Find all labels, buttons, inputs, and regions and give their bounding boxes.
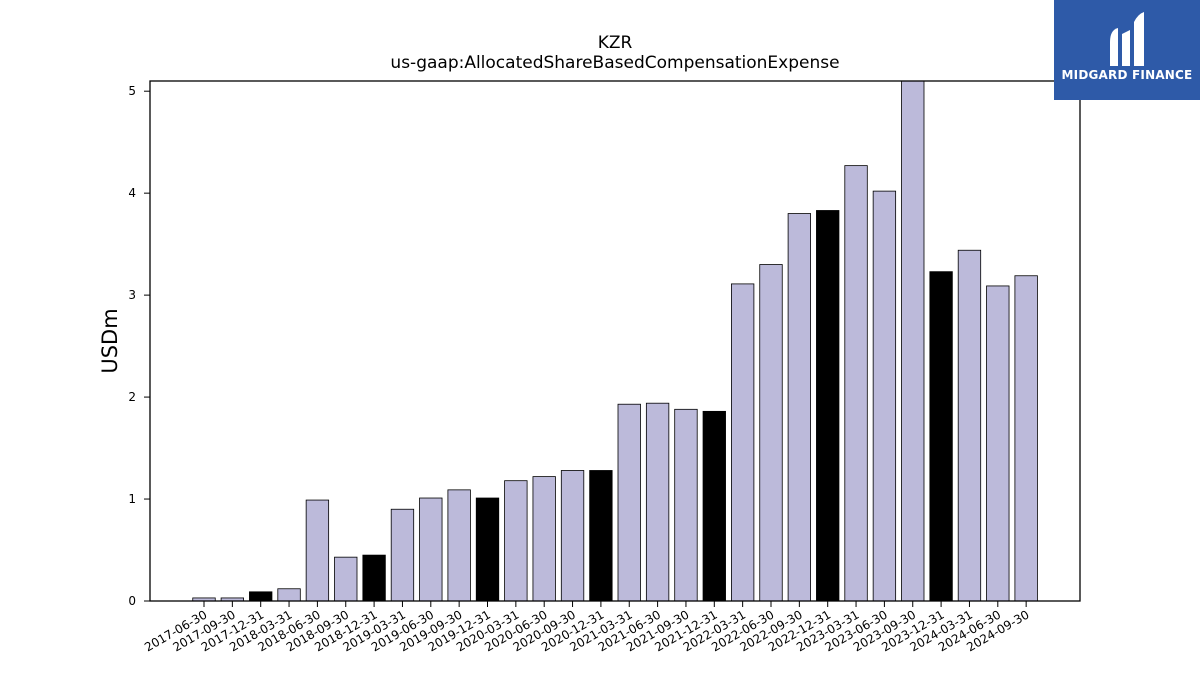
bar-2023-09-30 bbox=[901, 80, 925, 602]
bar-2019-12-31 bbox=[475, 497, 500, 602]
bars-group bbox=[192, 80, 1038, 602]
bar-2018-09-30 bbox=[334, 556, 358, 602]
y-tick-label: 5 bbox=[128, 84, 136, 98]
brand-logo: MIDGARD FINANCE bbox=[1054, 0, 1200, 100]
bar-2018-03-31 bbox=[277, 588, 301, 602]
bar-2022-12-31 bbox=[816, 210, 840, 602]
bar-2023-06-30 bbox=[872, 190, 897, 602]
y-tick-label: 4 bbox=[128, 186, 136, 200]
bar-2019-06-30 bbox=[419, 497, 443, 602]
y-tick-label: 3 bbox=[128, 288, 136, 302]
y-tick-label: 2 bbox=[128, 390, 136, 404]
bar-2017-12-31 bbox=[249, 591, 273, 602]
brand-name: MIDGARD FINANCE bbox=[1061, 68, 1193, 82]
bar-2024-09-30 bbox=[1014, 275, 1038, 602]
bar-2022-03-31 bbox=[731, 283, 755, 602]
bar-2022-06-30 bbox=[759, 264, 783, 602]
bar-2021-03-31 bbox=[617, 403, 641, 602]
bar-2018-12-31 bbox=[362, 554, 386, 602]
y-ticks-group: 0 1 2 3 4 5 bbox=[128, 84, 150, 608]
midgard-logo-icon bbox=[1110, 12, 1144, 66]
x-ticks-group: 2017-06-302017-09-302017-12-312018-03-31… bbox=[142, 601, 1032, 654]
chart-title: KZR bbox=[598, 33, 633, 53]
bar-2023-12-31 bbox=[929, 271, 953, 602]
bar-2020-12-31 bbox=[589, 470, 613, 602]
bar-2021-06-30 bbox=[645, 402, 670, 602]
bar-2021-09-30 bbox=[674, 408, 698, 602]
chart-subtitle: us-gaap:AllocatedShareBasedCompensationE… bbox=[390, 53, 839, 73]
bar-2024-06-30 bbox=[986, 285, 1010, 602]
bar-2020-06-30 bbox=[532, 476, 556, 602]
y-axis-label: USDm bbox=[98, 308, 122, 373]
bar-2021-12-31 bbox=[702, 410, 726, 602]
y-tick-label: 0 bbox=[128, 594, 136, 608]
bar-2022-09-30 bbox=[787, 213, 811, 602]
y-tick-label: 1 bbox=[128, 492, 136, 506]
bar-2023-03-31 bbox=[844, 165, 868, 602]
bar-2020-09-30 bbox=[560, 470, 585, 602]
bar-2019-03-31 bbox=[390, 508, 415, 602]
plot-frame bbox=[149, 80, 1081, 602]
bar-2018-06-30 bbox=[305, 499, 330, 602]
bar-2019-09-30 bbox=[447, 489, 471, 602]
bar-2024-03-31 bbox=[957, 249, 982, 602]
bar-2020-03-31 bbox=[504, 480, 528, 602]
